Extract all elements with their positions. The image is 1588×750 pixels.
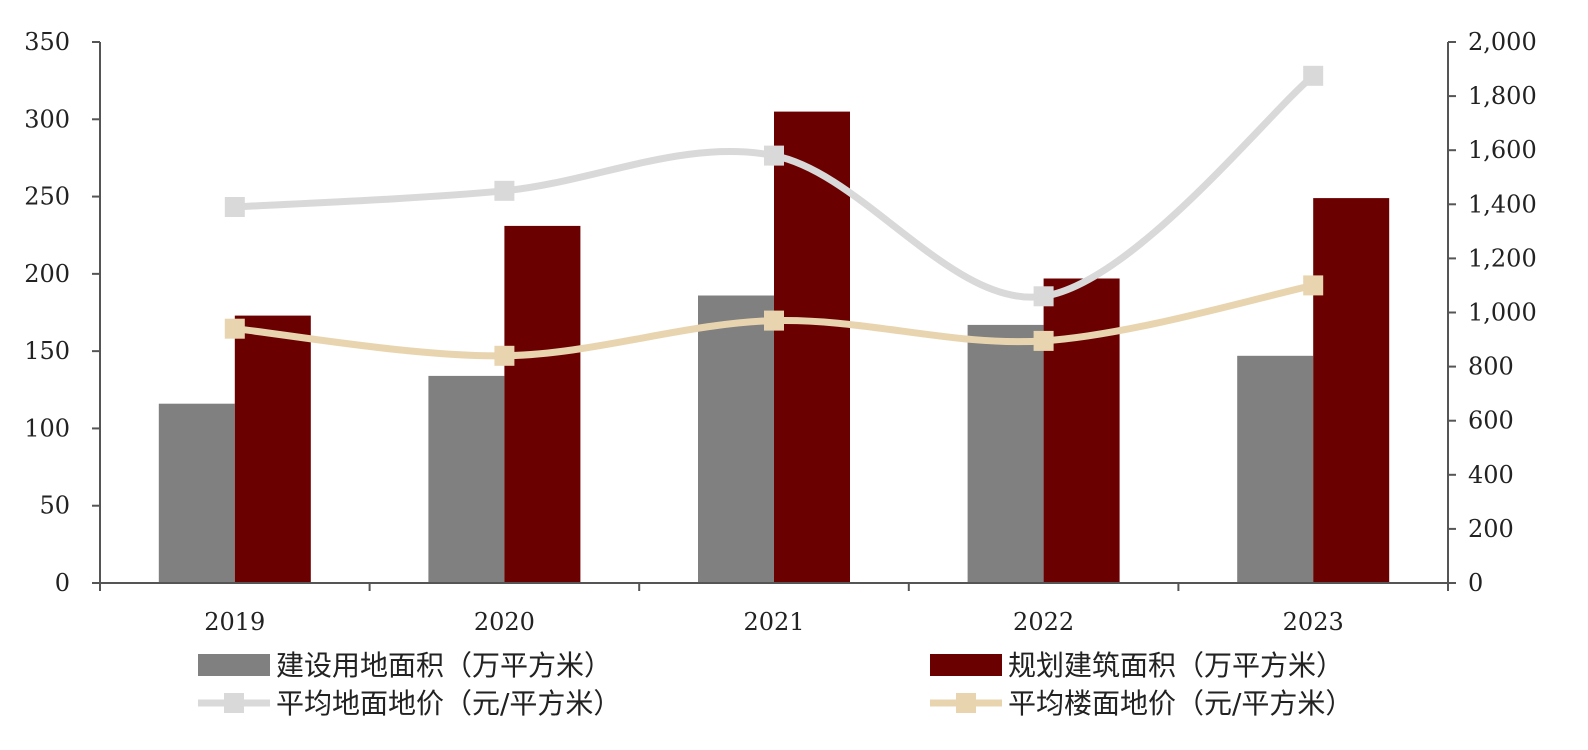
point-2-2 xyxy=(764,145,784,166)
legend-label-2: 平均地面地价（元/平方米） xyxy=(276,687,621,720)
legend-label-0: 建设用地面积（万平方米） xyxy=(276,649,612,682)
bar-0-2 xyxy=(698,295,774,583)
bar-1-0 xyxy=(234,315,311,583)
y-tick-label-6: 300 xyxy=(24,105,70,133)
line-series-2 xyxy=(231,72,1317,301)
legend-swatch-1 xyxy=(930,654,1002,676)
point-2-3 xyxy=(1033,286,1054,307)
point-3-3 xyxy=(1033,330,1054,351)
legend: 建设用地面积（万平方米） 规划建筑面积（万平方米） 平均地面地价（元/平方米） 平均楼… xyxy=(198,649,1353,720)
y2-tick-label-4: 800 xyxy=(1468,353,1514,381)
legend-label-1: 规划建筑面积（万平方米） xyxy=(1008,649,1344,682)
x-tick-label-4: 2023 xyxy=(1283,608,1344,636)
y2-tick-label-3: 600 xyxy=(1468,407,1514,435)
point-3-0 xyxy=(224,318,245,339)
legend-marker-2 xyxy=(224,693,244,713)
axes-layer: 0 50 100 150 200 250 300 350 0 200 400 600 800 1,000 1… xyxy=(24,28,1537,636)
y2-tick-label-10: 2,000 xyxy=(1468,28,1537,56)
y-tick-label-3: 150 xyxy=(24,337,70,365)
point-3-4 xyxy=(1303,275,1324,296)
bar-1-1 xyxy=(504,225,581,583)
bar-0-4 xyxy=(1237,355,1314,583)
lines-layer xyxy=(224,65,1324,366)
y-tick-label-5: 250 xyxy=(24,183,70,211)
point-2-0 xyxy=(224,197,245,217)
x-tick-label-1: 2020 xyxy=(474,608,535,636)
x-tick-label-3: 2022 xyxy=(1013,608,1074,636)
y2-tick-label-7: 1,400 xyxy=(1468,190,1537,218)
y2-tick-label-5: 1,000 xyxy=(1468,299,1537,327)
y2-tick-label-9: 1,800 xyxy=(1468,82,1537,110)
bar-0-3 xyxy=(967,324,1044,583)
y-tick-label-0: 0 xyxy=(55,569,70,597)
bar-1-4 xyxy=(1313,198,1390,583)
bar-0-0 xyxy=(158,403,235,583)
legend-label-3: 平均楼面地价（元/平方米） xyxy=(1008,687,1353,720)
bar-1-3 xyxy=(1043,278,1120,583)
x-tick-label-2: 2021 xyxy=(743,608,804,636)
bar-0-1 xyxy=(428,375,505,583)
y2-tick-label-6: 1,200 xyxy=(1468,244,1537,272)
y2-tick-label-1: 200 xyxy=(1468,515,1514,543)
y-tick-label-4: 200 xyxy=(24,260,70,288)
x-tick-label-0: 2019 xyxy=(204,608,265,636)
bar-1-2 xyxy=(774,111,850,583)
legend-swatch-0 xyxy=(198,654,270,676)
legend-marker-3 xyxy=(956,693,976,713)
point-3-2 xyxy=(764,310,784,331)
y2-tick-label-2: 400 xyxy=(1468,461,1514,489)
y-tick-label-2: 100 xyxy=(24,414,70,442)
bars-layer xyxy=(158,111,1390,583)
y2-tick-label-8: 1,600 xyxy=(1468,136,1537,164)
y-tick-label-7: 350 xyxy=(24,28,70,56)
point-2-4 xyxy=(1303,65,1324,86)
point-3-1 xyxy=(494,345,515,366)
point-2-1 xyxy=(494,180,515,201)
y-tick-label-1: 50 xyxy=(39,492,70,520)
y2-tick-label-0: 0 xyxy=(1468,569,1483,597)
